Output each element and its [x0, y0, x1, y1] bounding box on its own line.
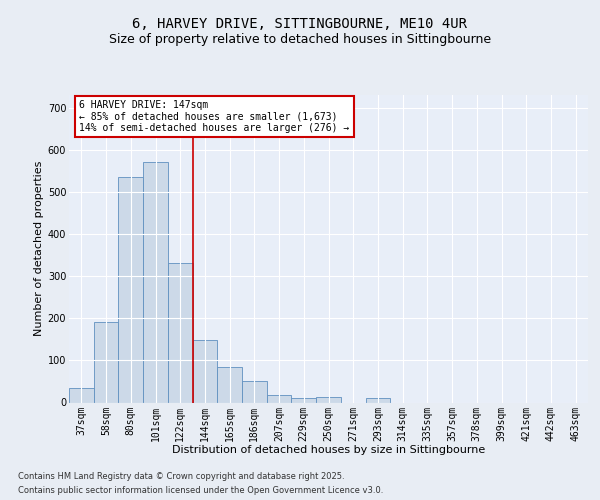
Bar	[94, 322, 118, 402]
Text: Size of property relative to detached houses in Sittingbourne: Size of property relative to detached ho…	[109, 32, 491, 46]
Bar	[143, 162, 168, 402]
Bar	[168, 264, 193, 402]
Bar	[292, 398, 316, 402]
Text: Contains HM Land Registry data © Crown copyright and database right 2025.: Contains HM Land Registry data © Crown c…	[18, 472, 344, 481]
Bar	[217, 366, 242, 402]
Bar	[267, 395, 292, 402]
X-axis label: Distribution of detached houses by size in Sittingbourne: Distribution of detached houses by size …	[172, 444, 485, 454]
Text: Contains public sector information licensed under the Open Government Licence v3: Contains public sector information licen…	[18, 486, 383, 495]
Text: 6 HARVEY DRIVE: 147sqm
← 85% of detached houses are smaller (1,673)
14% of semi-: 6 HARVEY DRIVE: 147sqm ← 85% of detached…	[79, 100, 350, 133]
Bar	[118, 177, 143, 402]
Bar	[69, 388, 94, 402]
Bar	[316, 398, 341, 402]
Text: 6, HARVEY DRIVE, SITTINGBOURNE, ME10 4UR: 6, HARVEY DRIVE, SITTINGBOURNE, ME10 4UR	[133, 18, 467, 32]
Bar	[365, 398, 390, 402]
Y-axis label: Number of detached properties: Number of detached properties	[34, 161, 44, 336]
Bar	[242, 382, 267, 402]
Bar	[193, 340, 217, 402]
